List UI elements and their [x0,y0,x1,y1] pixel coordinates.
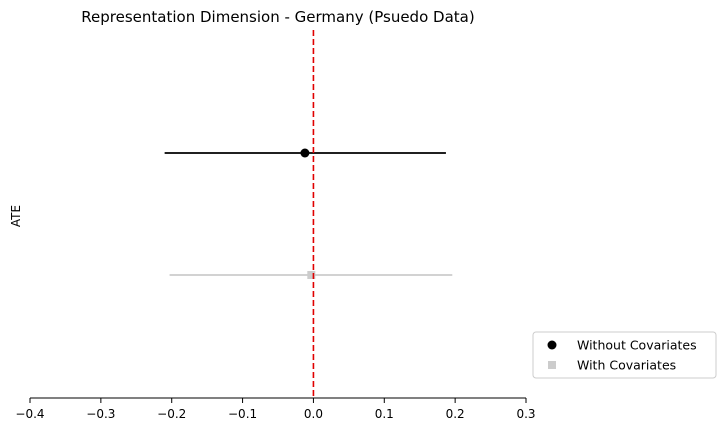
x-tick-label: 0.0 [304,407,323,421]
x-tick-label: −0.4 [15,407,44,421]
x-axis-ticks: −0.4 −0.3 −0.2 −0.1 0.0 0.1 0.2 0.3 [15,398,536,421]
legend-label-1: Without Covariates [577,338,697,353]
legend: Without Covariates With Covariates [532,331,717,379]
x-tick-label: 0.3 [516,407,535,421]
legend-marker-2 [548,361,556,369]
x-tick-label: 0.1 [375,407,394,421]
point-estimate-1 [300,148,310,158]
plot-area [164,30,453,398]
legend-frame [532,331,717,379]
x-tick-label: −0.2 [157,407,186,421]
x-tick-label: −0.1 [228,407,257,421]
y-axis-label: ATE [9,205,23,227]
x-tick-label: 0.2 [446,407,465,421]
chart-title: Representation Dimension - Germany (Psue… [81,8,474,26]
x-tick-label: −0.3 [86,407,115,421]
point-estimate-2 [307,271,316,279]
legend-marker-1 [547,340,557,350]
legend-label-2: With Covariates [577,358,676,373]
